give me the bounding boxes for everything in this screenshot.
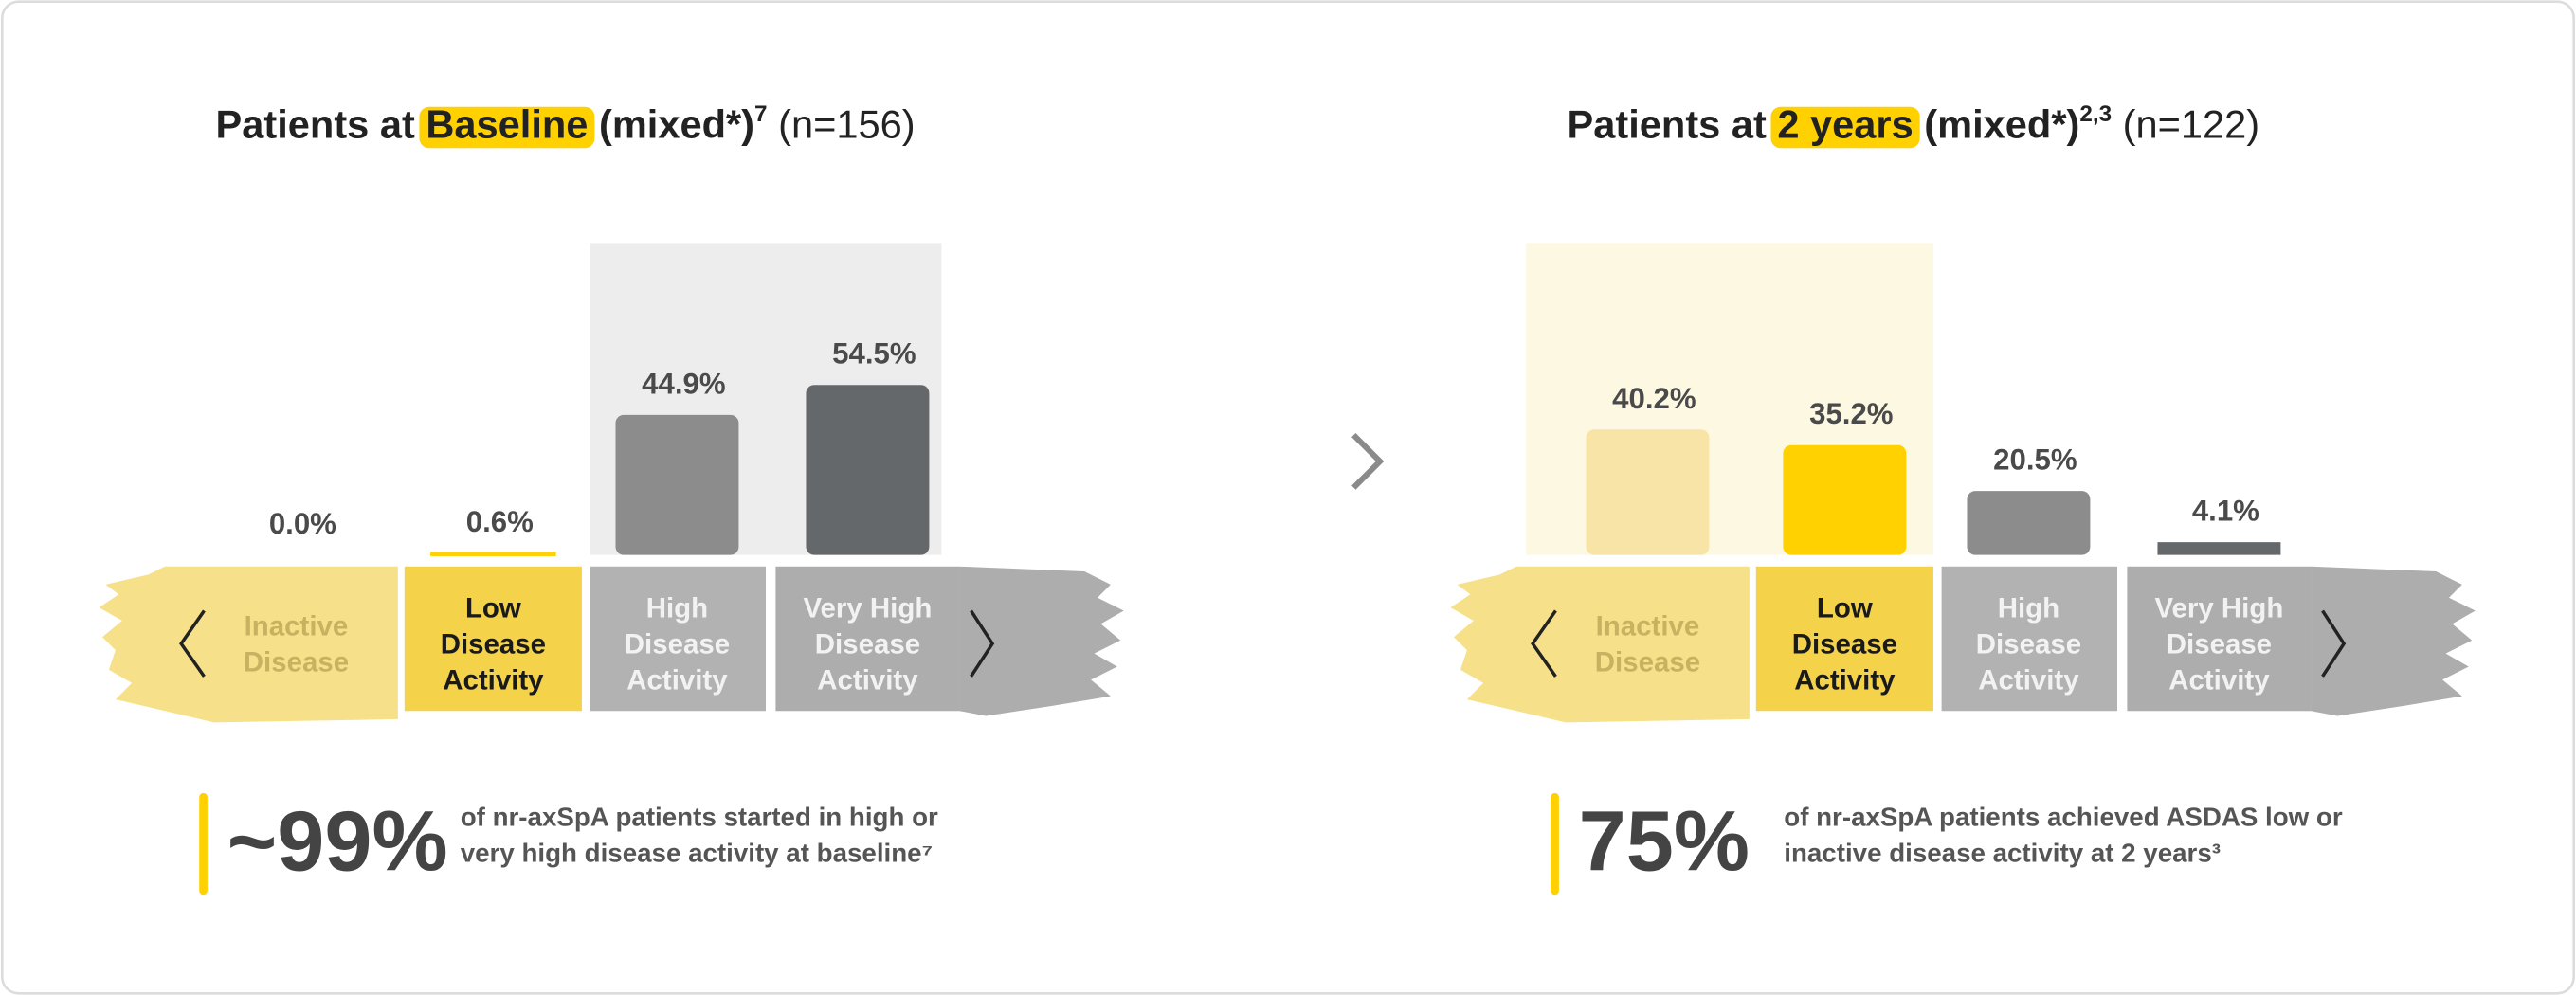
bar <box>615 414 739 555</box>
chart: Patients at Baseline (mixed*)7 (n=156) In… <box>99 85 1124 896</box>
category-label: Disease <box>1792 629 1897 660</box>
brush-left <box>1450 566 1750 723</box>
value-label: 44.9% <box>642 367 725 400</box>
category-label: Disease <box>625 629 730 660</box>
arrow-head <box>1351 433 1385 490</box>
category-label: Disease <box>244 647 349 678</box>
category-cell <box>775 566 960 712</box>
bar <box>1783 444 1907 555</box>
bar <box>430 552 556 556</box>
category-label: Low <box>1817 592 1873 624</box>
category-label: Activity <box>443 665 544 696</box>
brush-right <box>2311 566 2476 716</box>
value-label: 0.6% <box>466 505 534 538</box>
title-prefix: Patients at <box>216 102 415 147</box>
category-cell <box>1755 566 1933 712</box>
category-label: Very High <box>804 592 933 624</box>
chevron-left <box>1531 609 1557 678</box>
value-label: 35.2% <box>1809 397 1893 430</box>
category-cell <box>590 566 767 712</box>
chevron-right <box>970 609 995 678</box>
chevron-left <box>179 609 206 678</box>
bar <box>1586 429 1710 555</box>
value-label: 0.0% <box>269 507 336 540</box>
title-highlight-text: 2 years <box>1777 102 1913 147</box>
category-label: Activity <box>2168 665 2270 696</box>
title-superscript: 2,3 <box>2079 101 2112 127</box>
bar <box>806 385 930 555</box>
category-label: Activity <box>1978 665 2079 696</box>
title-suffix: (mixed*) <box>1924 102 2079 147</box>
callout-figure: ~99% <box>227 793 448 889</box>
bar <box>1967 491 2091 555</box>
title-highlight-text: Baseline <box>426 102 588 147</box>
callout-figure: 75% <box>1579 793 1750 889</box>
category-label: Inactive <box>1596 611 1700 642</box>
category-label: Disease <box>2167 629 2272 660</box>
chart: Patients at 2 years (mixed*)2,3 (n=122) I… <box>1450 85 2476 896</box>
category-label: Inactive <box>245 611 349 642</box>
title-highlight <box>1770 106 1920 149</box>
chart-title: Patients at 2 years (mixed*)2,3 (n=122) <box>1568 85 2260 146</box>
brush-right <box>959 566 1124 716</box>
value-label: 4.1% <box>2192 495 2259 528</box>
chart-title: Patients at Baseline (mixed*)7 (n=156) <box>216 85 916 146</box>
callout-text: of nr-axSpA patients achieved ASDAS low … <box>1784 803 2343 832</box>
category-cell <box>1941 566 2117 712</box>
category-cell <box>2127 566 2312 712</box>
category-label: Disease <box>1976 629 2081 660</box>
callout-text: inactive disease activity at 2 years³ <box>1784 839 2221 868</box>
category-label: Activity <box>1794 665 1896 696</box>
category-label: Activity <box>817 665 918 696</box>
value-label: 20.5% <box>1993 443 2077 477</box>
title-prefix: Patients at <box>1568 102 1767 147</box>
category-label: Activity <box>626 665 728 696</box>
callout-bar <box>199 792 208 896</box>
category-label: Low <box>465 592 521 624</box>
callout-bar <box>1551 792 1559 896</box>
category-label: High <box>1998 592 2059 624</box>
category-label: Disease <box>1595 647 1700 678</box>
value-label: 40.2% <box>1612 382 1696 415</box>
callout-text: very high disease activity at baseline⁷ <box>461 839 933 868</box>
category-label: Disease <box>815 629 920 660</box>
bar <box>2157 542 2281 555</box>
title-highlight <box>419 106 595 149</box>
category-label: High <box>646 592 708 624</box>
callout-text: of nr-axSpA patients started in high or <box>461 803 938 832</box>
brush-left <box>99 566 398 723</box>
title-n: (n=156) <box>778 102 915 147</box>
value-label: 54.5% <box>832 337 916 371</box>
title-n: (n=122) <box>2123 102 2259 147</box>
title-suffix: (mixed*) <box>599 102 754 147</box>
category-cell <box>404 566 582 712</box>
category-label: Very High <box>2155 592 2284 624</box>
chevron-right <box>2321 609 2347 678</box>
title-superscript: 7 <box>754 101 768 127</box>
category-label: Disease <box>441 629 546 660</box>
